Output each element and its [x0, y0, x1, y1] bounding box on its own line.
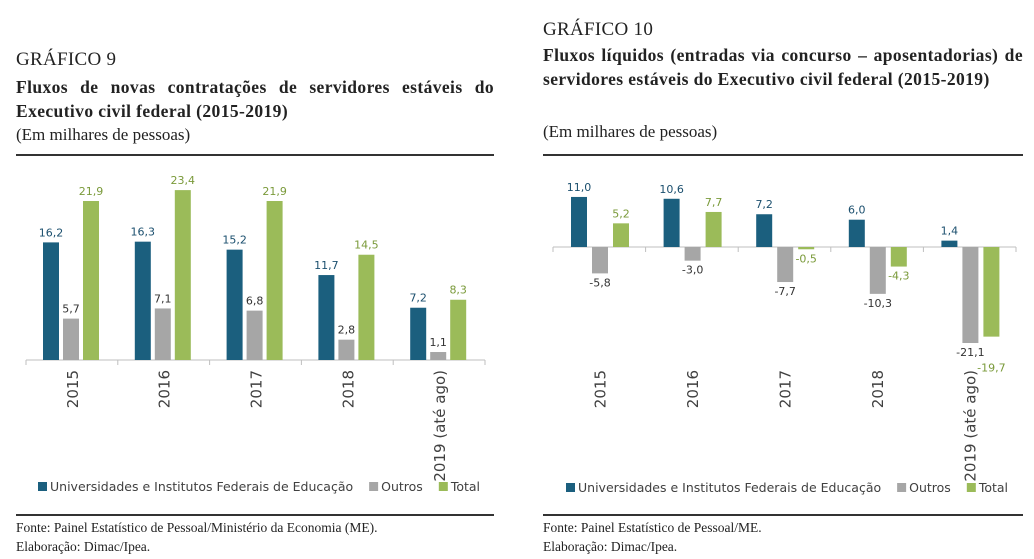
bar-outros: [869, 247, 886, 294]
data-label: -21,1: [956, 346, 984, 359]
chart-title: Fluxos líquidos (entradas via concurso –…: [543, 45, 1023, 89]
data-label: 15,2: [222, 234, 247, 247]
data-label: 1,4: [941, 225, 959, 238]
data-label: 21,9: [79, 185, 104, 198]
bar-universidades: [848, 219, 865, 247]
bar-outros: [154, 308, 171, 360]
data-label: 16,3: [131, 226, 156, 239]
legend-label: Universidades e Institutos Federais de E…: [50, 479, 353, 494]
figure-label: GRÁFICO 9: [16, 49, 117, 70]
bar-total: [358, 254, 375, 360]
data-label: 11,7: [314, 259, 339, 272]
bar-universidades: [756, 214, 773, 247]
bar-universidades: [663, 198, 680, 247]
bar-total: [798, 247, 815, 250]
data-label: 7,7: [705, 196, 723, 209]
legend-swatch: [566, 483, 575, 492]
bar-universidades: [226, 249, 243, 360]
bar-universidades: [410, 307, 427, 360]
legend-swatch: [438, 482, 448, 491]
bar-outros: [246, 310, 263, 360]
data-label: -0,5: [795, 252, 816, 265]
category-label: 2016: [684, 370, 702, 408]
legend-swatch: [966, 483, 976, 492]
bar-outros: [592, 247, 608, 274]
legend-label: Outros: [381, 479, 423, 494]
bar-universidades: [941, 240, 958, 247]
data-label: 7,2: [409, 292, 427, 305]
category-label: 2019 (até ago): [962, 370, 980, 482]
data-label: 5,2: [612, 207, 630, 220]
data-label: 16,2: [39, 226, 64, 239]
data-label: -4,3: [888, 270, 909, 283]
data-label: -3,0: [682, 264, 703, 277]
chart-panel-10: GRÁFICO 10 Fluxos líquidos (entradas via…: [543, 0, 1023, 559]
data-label: 21,9: [262, 185, 287, 198]
bar-outros: [338, 339, 355, 360]
credit-note: Elaboração: Dimac/Ipea.: [543, 539, 678, 554]
legend-label: Outros: [909, 480, 951, 495]
chart-subtitle: (Em milhares de pessoas): [543, 122, 718, 141]
figure-label: GRÁFICO 10: [543, 19, 654, 40]
data-label: 1,1: [429, 336, 447, 349]
data-label: 6,8: [246, 295, 264, 308]
bar-total: [890, 247, 907, 267]
legend-swatch: [38, 482, 47, 491]
data-label: 14,5: [354, 239, 379, 252]
category-label: 2016: [156, 370, 174, 408]
source-note: Fonte: Painel Estatístico de Pessoal/ME.: [543, 520, 762, 535]
category-label: 2019 (até ago): [431, 370, 449, 482]
data-label: -7,7: [774, 285, 795, 298]
legend-swatch: [369, 482, 379, 491]
bar-outros: [684, 247, 701, 261]
category-label: 2018: [869, 370, 887, 408]
bar-total: [83, 201, 99, 360]
category-label: 2015: [591, 370, 609, 408]
bar-total: [705, 211, 722, 247]
legend-swatch: [897, 483, 907, 492]
bar-universidades: [318, 275, 335, 360]
legend-label: Total: [978, 480, 1008, 495]
bar-outros: [777, 247, 794, 283]
data-label: 23,4: [171, 174, 196, 187]
category-label: 2015: [64, 370, 82, 408]
bar-total: [450, 299, 467, 360]
bottom-rule: [543, 514, 1023, 516]
bar-universidades: [134, 241, 151, 360]
source-note: Fonte: Painel Estatístico de Pessoal/Min…: [16, 520, 378, 535]
bar-universidades: [43, 242, 59, 360]
data-label: 5,7: [62, 303, 80, 316]
category-label: 2017: [248, 370, 266, 408]
top-rule: [543, 154, 1023, 156]
data-label: 2,8: [338, 324, 356, 337]
bar-outros: [962, 247, 979, 344]
data-label: -5,8: [589, 276, 610, 289]
credit-note: Elaboração: Dimac/Ipea.: [16, 539, 151, 554]
top-rule: [16, 154, 494, 156]
bar-universidades: [571, 196, 587, 247]
data-label: 7,2: [755, 198, 773, 211]
chart-panel-9: GRÁFICO 9 Fluxos de novas contratações d…: [16, 0, 494, 559]
chart-subtitle: (Em milhares de pessoas): [16, 125, 191, 144]
data-label: 8,3: [449, 284, 467, 297]
bar-total: [266, 201, 283, 360]
bar-total: [613, 223, 629, 247]
bar-total: [174, 190, 191, 360]
bar-outros: [63, 318, 79, 360]
legend-label: Universidades e Institutos Federais de E…: [578, 480, 881, 495]
data-label: -10,3: [864, 297, 892, 310]
bottom-rule: [16, 514, 494, 516]
data-label: -19,7: [977, 362, 1005, 375]
chart-title: Fluxos de novas contratações de servidor…: [16, 77, 494, 121]
data-label: 6,0: [848, 204, 866, 217]
category-label: 2017: [777, 370, 795, 408]
legend-label: Total: [450, 479, 480, 494]
data-label: 7,1: [154, 292, 172, 305]
data-label: 10,6: [659, 183, 684, 196]
data-label: 11,0: [567, 181, 592, 194]
category-label: 2018: [339, 370, 357, 408]
bar-outros: [430, 352, 447, 360]
bar-total: [983, 247, 1000, 337]
